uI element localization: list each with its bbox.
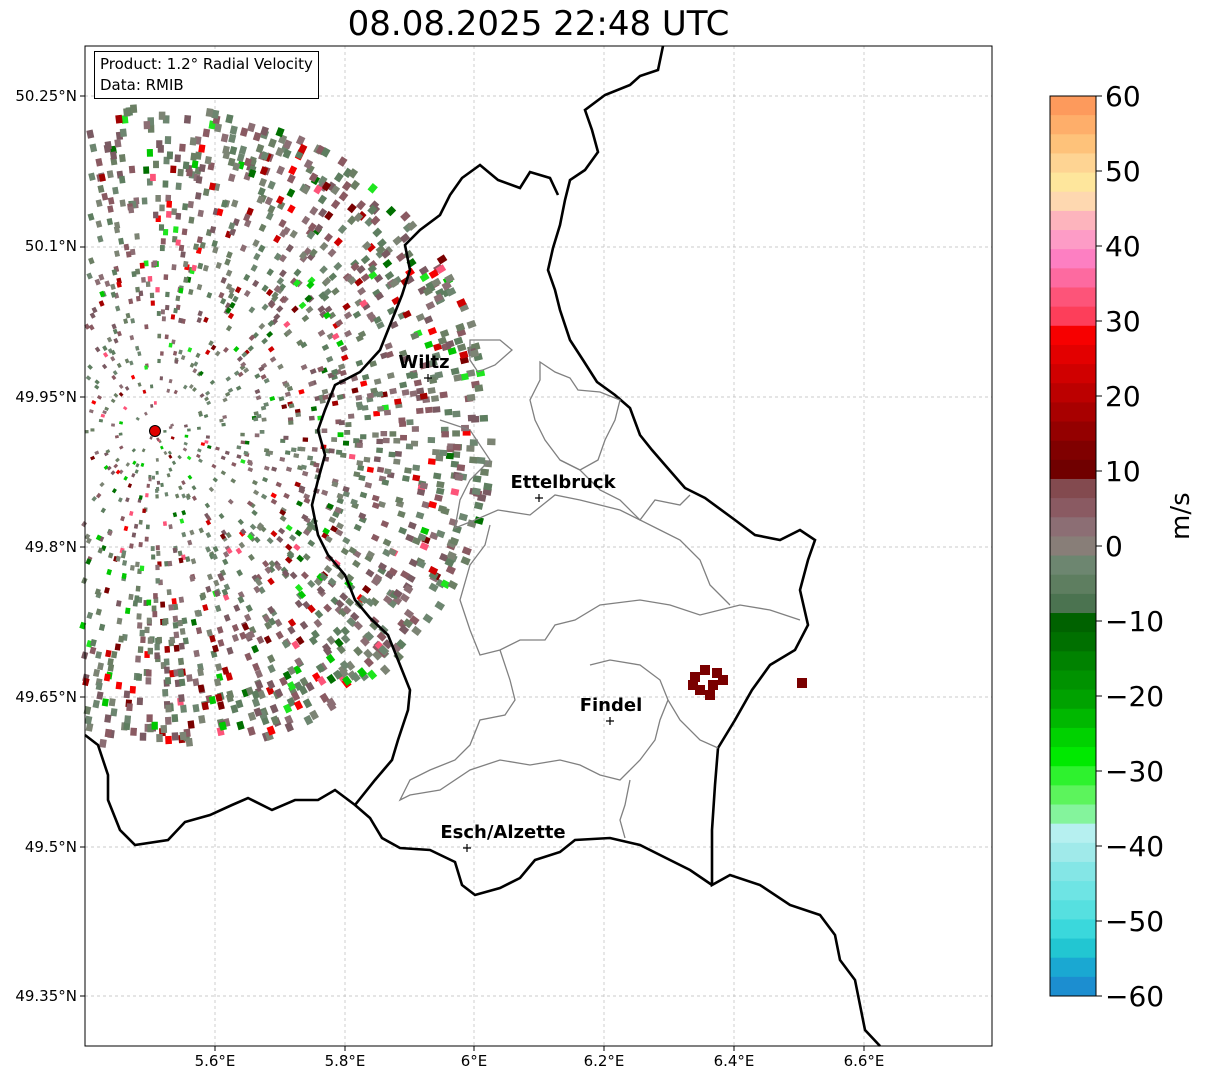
city-marker-findel bbox=[606, 717, 614, 725]
lon-tick-label: 5.6°E bbox=[195, 1052, 236, 1070]
lat-tick-label: 49.8°N bbox=[25, 538, 77, 556]
colorbar-tick-label: 50 bbox=[1105, 155, 1141, 188]
colorbar-tick-label: −60 bbox=[1105, 980, 1164, 1013]
map-title: 08.08.2025 22:48 UTC bbox=[347, 4, 730, 44]
lat-tick-label: 49.35°N bbox=[15, 987, 77, 1005]
city-marker-esch bbox=[463, 844, 471, 852]
lat-tick-label: 49.95°N bbox=[15, 388, 77, 406]
colorbar-tick-label: 20 bbox=[1105, 380, 1141, 413]
colorbar-tick-label: −30 bbox=[1105, 755, 1164, 788]
lat-tick-label: 50.1°N bbox=[25, 237, 77, 255]
data-source-label: Data: RMIB bbox=[100, 76, 184, 94]
city-marker-ettelbruck bbox=[535, 494, 543, 502]
product-label: Product: 1.2° Radial Velocity bbox=[100, 55, 313, 73]
lon-tick-label: 6°E bbox=[461, 1052, 488, 1070]
colorbar-tick-label: 0 bbox=[1105, 530, 1123, 563]
lat-tick-label: 50.25°N bbox=[15, 87, 77, 105]
national-border bbox=[310, 163, 560, 806]
canton-borders bbox=[398, 339, 801, 839]
colorbar-tick-label: −50 bbox=[1105, 905, 1164, 938]
colorbar-tick-label: −20 bbox=[1105, 680, 1164, 713]
plot-frame bbox=[84, 45, 993, 1047]
radar-site-marker bbox=[149, 425, 161, 437]
city-label-wiltz: Wiltz bbox=[398, 352, 449, 373]
lat-tick-label: 49.5°N bbox=[25, 838, 77, 856]
lon-tick-label: 6.6°E bbox=[844, 1052, 885, 1070]
colorbar-unit-label: m/s bbox=[1166, 492, 1196, 540]
city-label-esch: Esch/Alzette bbox=[440, 822, 565, 843]
colorbar bbox=[1050, 96, 1096, 997]
lon-tick-label: 6.4°E bbox=[714, 1052, 755, 1070]
colorbar-ticks: 60 50 40 30 20 10 0 −10 −20 −30 −40 −50 −60 bbox=[1096, 80, 1164, 1013]
colorbar-tick-label: 60 bbox=[1105, 80, 1141, 113]
national-border bbox=[546, 45, 881, 1047]
colorbar-tick-label: 30 bbox=[1105, 305, 1141, 338]
colorbar-tick-label: −10 bbox=[1105, 605, 1164, 638]
colorbar-tick-label: 10 bbox=[1105, 455, 1141, 488]
city-marker-wiltz bbox=[424, 374, 432, 382]
lat-tick-label: 49.65°N bbox=[15, 688, 77, 706]
city-label-ettelbruck: Ettelbruck bbox=[510, 472, 616, 493]
lon-tick-label: 5.8°E bbox=[325, 1052, 366, 1070]
city-markers bbox=[424, 374, 614, 852]
radar-velocity-field bbox=[79, 104, 807, 748]
lon-tick-label: 6.2°E bbox=[584, 1052, 625, 1070]
city-label-findel: Findel bbox=[580, 695, 643, 716]
colorbar-tick-label: 40 bbox=[1105, 230, 1141, 263]
national-border bbox=[84, 733, 713, 897]
colorbar-tick-label: −40 bbox=[1105, 830, 1164, 863]
product-info-box: Product: 1.2° Radial Velocity Data: RMIB bbox=[94, 51, 319, 99]
